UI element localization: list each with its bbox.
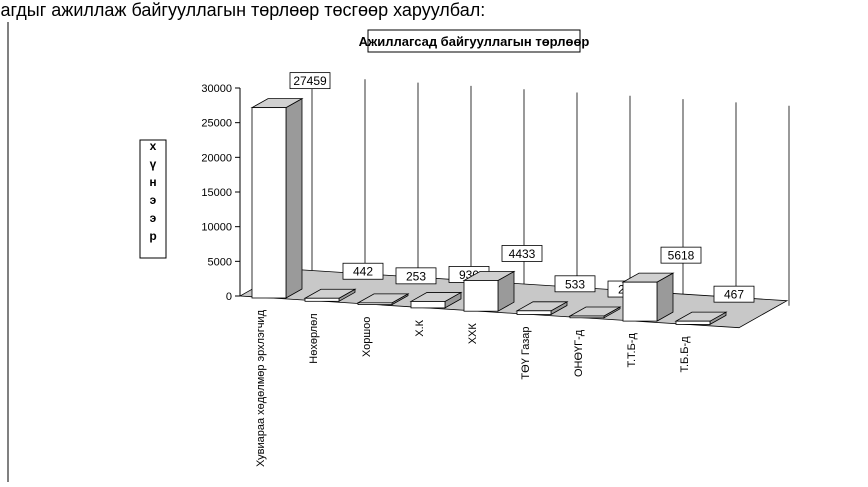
x-tick-label: ОНӨҮГ-д [573,329,585,377]
value-label: 533 [565,277,585,291]
y-label-box [139,139,167,259]
caption: лагдыг ажиллаж байгууллагын төрлөөр төсг… [0,0,485,20]
y-tick-label: 20000 [201,152,232,164]
x-tick-label: ТӨҮ Газар [520,327,532,380]
bar-side [285,97,303,299]
bar [250,97,304,299]
x-tick-label: Х.К [414,319,426,336]
x-tick-label: Т.Б.Б-д [679,336,691,373]
bar-front [357,302,393,305]
x-tick-label: Нөхөрлөл [308,313,320,363]
value-label-box [289,72,331,90]
title-box [367,29,581,53]
bar-front [463,280,499,312]
value-label: 27459 [293,74,327,88]
x-tick-label: Хоршоо [361,317,373,358]
value-label-box [554,275,596,293]
value-label-box [713,285,755,303]
value-label-box [660,246,702,264]
bar [515,301,569,316]
x-tick-label: Т.Т.Б-д [626,333,638,368]
bar [409,291,463,309]
y-tick-label: 30000 [201,83,232,95]
value-label: 4433 [509,247,536,261]
value-label-box [501,245,543,262]
value-label: 5618 [668,249,695,263]
x-tick-label: ХХК [467,323,479,345]
y-tick-label: 5000 [208,256,232,268]
bar-front [304,297,340,302]
y-tick-label: 15000 [201,187,232,199]
value-label: 467 [724,288,744,302]
y-tick-label: 25000 [201,118,232,130]
bar-front [675,320,711,325]
value-label-box [342,262,384,280]
value-label: 253 [406,269,426,283]
bar [621,272,675,322]
bar [674,311,728,326]
chart-title: Ажиллагсад байгууллагын төрлөөр [359,34,590,49]
y-tick-label: 10000 [201,222,232,234]
bar [462,270,516,312]
bar-front [622,281,658,322]
bar [356,293,410,306]
value-label-box [395,267,437,285]
bar-front [410,301,446,309]
bar-front [251,107,287,299]
y-tick-label: 0 [226,291,232,303]
value-label: 442 [353,265,373,279]
bar [303,288,357,302]
bar-front [516,310,552,315]
bar [568,306,622,319]
bar-front [569,315,605,319]
x-tick-label: Хувиараа хөдөлмөр эрхлэгчид [255,309,267,467]
